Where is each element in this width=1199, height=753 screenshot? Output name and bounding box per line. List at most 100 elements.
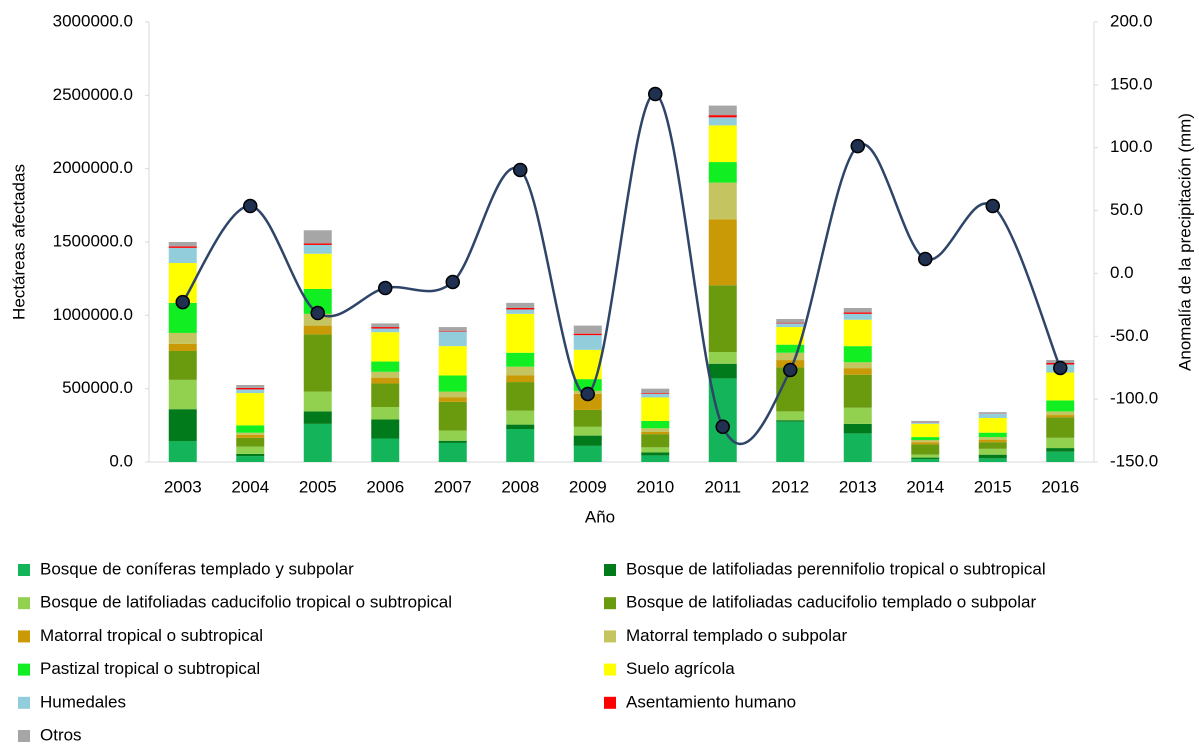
bar-segment <box>439 430 467 440</box>
bar-segment <box>236 456 264 462</box>
x-tick-label: 2007 <box>434 477 472 496</box>
bar-segment <box>911 444 939 454</box>
bar-segment <box>844 362 872 368</box>
legend-label: Humedales <box>40 692 126 711</box>
bar-segment <box>236 435 264 438</box>
bar-segment <box>641 393 669 394</box>
legend-swatch <box>18 697 30 709</box>
bar-segment <box>1046 417 1074 438</box>
line-marker <box>649 88 662 101</box>
bar-segment <box>506 353 534 367</box>
legend-swatch <box>18 630 30 642</box>
bar-segment <box>911 421 939 422</box>
bar-segment <box>911 440 939 442</box>
bar-segment <box>979 440 1007 442</box>
legend-label: Pastizal tropical o subtropical <box>40 659 260 678</box>
bar-segment <box>641 428 669 432</box>
bar-segment <box>236 388 264 389</box>
legend-swatch <box>604 630 616 642</box>
bar-segment <box>169 344 197 351</box>
bar-segment <box>1046 373 1074 401</box>
bar-segment <box>776 422 804 462</box>
y-tick-label: 2000000.0 <box>53 158 133 177</box>
line-marker <box>919 252 932 265</box>
legend-label: Matorral tropical o subtropical <box>40 626 263 645</box>
bar-segment <box>371 378 399 384</box>
bar-segment <box>979 414 1007 418</box>
bar-segment <box>506 382 534 411</box>
bar-segment <box>709 162 737 183</box>
x-tick-label: 2014 <box>906 477 944 496</box>
bar-segment <box>776 319 804 323</box>
bar-segment <box>506 375 534 382</box>
bar-segment <box>979 455 1007 459</box>
x-tick-label: 2013 <box>839 477 877 496</box>
x-tick-label: 2012 <box>771 477 809 496</box>
y-tick-label: 500000.0 <box>62 378 133 397</box>
bar-segment <box>304 334 332 391</box>
bar-segment <box>439 402 467 431</box>
bar-segment <box>844 424 872 434</box>
legend-swatch <box>18 597 30 609</box>
y2-tick-label: -50.0 <box>1110 326 1149 345</box>
bar-segment <box>574 446 602 462</box>
x-tick-label: 2005 <box>299 477 337 496</box>
bar-segment <box>304 230 332 243</box>
bar-segment <box>371 362 399 372</box>
bar-segment <box>844 314 872 320</box>
y2-tick-label: -150.0 <box>1110 451 1158 470</box>
bar-segment <box>236 433 264 435</box>
bar-segment <box>304 243 332 244</box>
bar-segment <box>844 320 872 346</box>
bar-segment <box>641 397 669 420</box>
bar-segment <box>911 459 939 462</box>
bar-segment <box>1046 438 1074 448</box>
bar-segment <box>506 309 534 313</box>
bar-segment <box>304 245 332 254</box>
bar-segment <box>776 411 804 420</box>
bar-segment <box>709 219 737 285</box>
legend-label: Otros <box>40 725 82 744</box>
bar-segment <box>236 389 264 393</box>
bar-segment <box>439 443 467 462</box>
bar-segment <box>236 385 264 388</box>
bar-segment <box>641 447 669 452</box>
bar-segment <box>844 368 872 375</box>
y-tick-label: 1000000.0 <box>53 305 133 324</box>
bar-segment <box>439 346 467 375</box>
y-tick-label: 1500000.0 <box>53 231 133 250</box>
bar-segment <box>979 418 1007 433</box>
bar-segment <box>169 246 197 247</box>
bar-segment <box>911 442 939 444</box>
line-marker <box>581 387 594 400</box>
y-tick-label: 2500000.0 <box>53 85 133 104</box>
y-tick-label: 3000000.0 <box>53 11 133 30</box>
legend-swatch <box>604 564 616 576</box>
x-tick-label: 2006 <box>366 477 404 496</box>
legend-label: Bosque de latifoliadas caducifolio tropi… <box>40 593 452 612</box>
legend-label: Asentamiento humano <box>626 692 796 711</box>
x-tick-label: 2009 <box>569 477 607 496</box>
legend-label: Bosque de latifoliadas caducifolio templ… <box>626 593 1036 612</box>
legend-label: Bosque de latifoliadas perennifolio trop… <box>626 559 1046 578</box>
legend-swatch <box>604 697 616 709</box>
bar-segment <box>709 364 737 379</box>
bar-segment <box>574 334 602 335</box>
x-tick-label: 2008 <box>501 477 539 496</box>
bar-segment <box>169 441 197 462</box>
bar-segment <box>709 106 737 116</box>
bar-segment <box>439 327 467 331</box>
bar-segment <box>371 323 399 327</box>
bar-segment <box>1046 400 1074 411</box>
y2-axis-label: Anomalía de la precipitación (mm) <box>1175 113 1194 371</box>
line-marker <box>244 200 257 213</box>
x-tick-label: 2004 <box>231 477 269 496</box>
bar-segment <box>979 449 1007 455</box>
bar-segment <box>371 384 399 407</box>
line-marker <box>176 296 189 309</box>
y2-tick-label: 150.0 <box>1110 74 1153 93</box>
y-axis-label: Hectáreas afectadas <box>9 164 28 320</box>
x-tick-label: 2016 <box>1041 477 1079 496</box>
bar-segment <box>776 420 804 421</box>
